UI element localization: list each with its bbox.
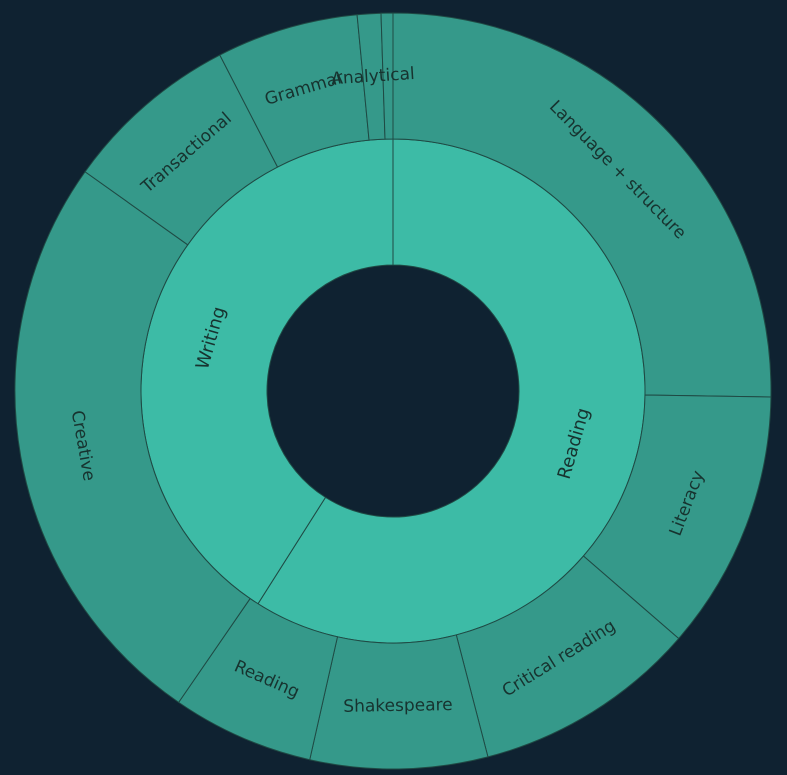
outer-ring <box>14 12 772 770</box>
segment-creative-ring2[interactable] <box>14 171 251 704</box>
segment-unlabeled-ring2[interactable] <box>380 12 394 140</box>
label-shakespeare-ring2: Shakespeare <box>343 695 453 717</box>
segment-language-structure-ring2[interactable] <box>392 12 772 398</box>
